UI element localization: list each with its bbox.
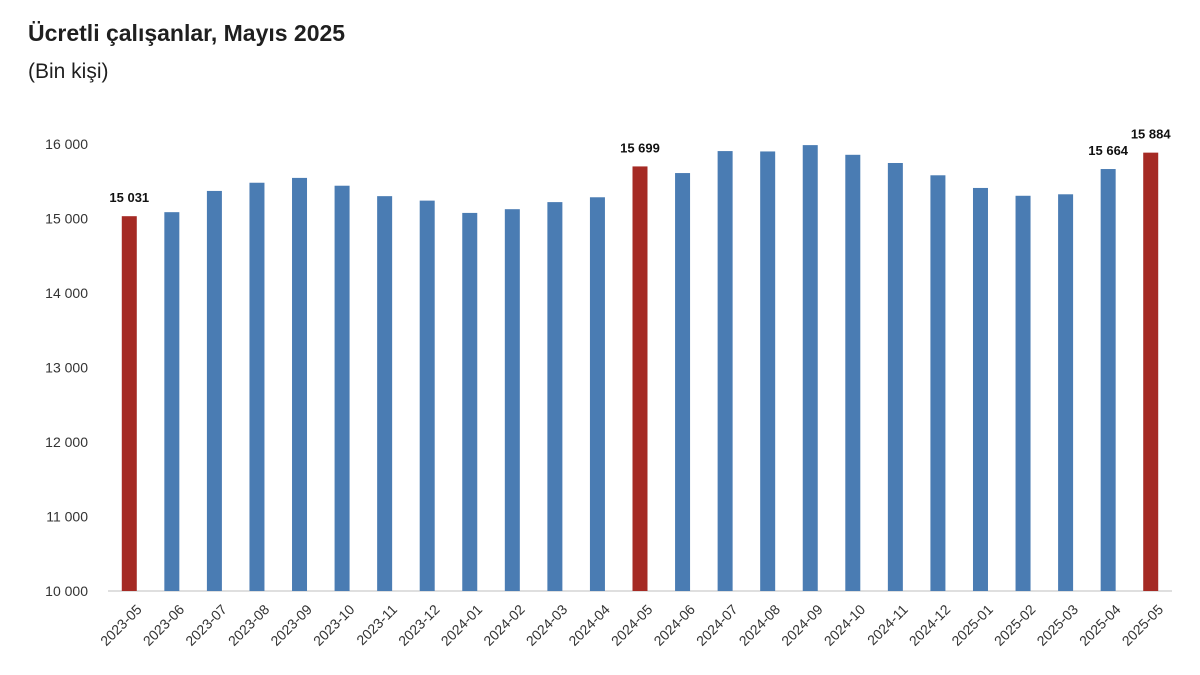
y-tick-label: 15 000 <box>45 211 88 227</box>
x-tick-label: 2023-06 <box>140 601 188 649</box>
x-tick-label: 2024-02 <box>480 601 528 649</box>
y-axis-ticks: 10 000 11 000 12 000 13 000 14 000 15 000 16 0… <box>45 136 88 599</box>
bar <box>675 173 691 591</box>
y-tick-label: 13 000 <box>45 360 88 376</box>
bar <box>845 154 861 592</box>
chart-subtitle: (Bin kişi) <box>28 60 109 83</box>
bar <box>249 182 265 592</box>
x-tick-label: 2025-03 <box>1033 601 1081 649</box>
highlighted-bar <box>632 166 648 591</box>
x-tick-label: 2024-09 <box>778 601 826 649</box>
y-tick-label: 16 000 <box>45 136 88 152</box>
bar <box>462 212 478 591</box>
x-tick-label: 2023-05 <box>97 601 145 649</box>
x-tick-label: 2024-03 <box>523 601 571 649</box>
bar <box>1100 169 1116 592</box>
bar <box>504 209 520 591</box>
x-tick-label: 2023-07 <box>182 601 230 649</box>
bar <box>1015 195 1031 591</box>
bar <box>760 151 776 591</box>
bar <box>547 202 563 592</box>
x-tick-label: 2023-10 <box>310 601 358 649</box>
bar <box>887 162 903 591</box>
x-tick-label: 2024-01 <box>438 601 486 649</box>
bar <box>206 190 222 591</box>
x-tick-label: 2023-11 <box>353 601 400 648</box>
x-tick-label: 2025-04 <box>1076 601 1124 649</box>
x-tick-label: 2024-06 <box>650 601 698 649</box>
bar <box>292 177 308 591</box>
y-tick-label: 12 000 <box>45 434 88 450</box>
x-tick-label: 2024-10 <box>821 601 869 649</box>
bar <box>334 185 350 591</box>
data-label: 15 699 <box>620 140 660 155</box>
x-tick-label: 2025-02 <box>991 601 1039 649</box>
x-tick-label: 2024-12 <box>906 601 954 649</box>
bar <box>164 212 180 592</box>
bar <box>972 187 988 591</box>
x-axis-ticks: 2023-052023-062023-072023-082023-092023-… <box>97 601 1166 649</box>
bar <box>802 145 818 591</box>
highlighted-bar <box>1143 152 1159 591</box>
data-label: 15 664 <box>1088 143 1129 158</box>
bar <box>1058 194 1074 591</box>
y-tick-label: 10 000 <box>45 583 88 599</box>
x-tick-label: 2025-01 <box>948 601 996 649</box>
data-label: 15 031 <box>109 190 149 205</box>
bar <box>589 197 605 591</box>
data-label: 15 884 <box>1131 127 1172 142</box>
bar <box>930 175 946 592</box>
bars-group <box>121 145 1159 592</box>
x-tick-label: 2024-04 <box>565 601 613 649</box>
y-tick-label: 14 000 <box>45 285 88 301</box>
bar <box>377 196 393 591</box>
chart-title: Ücretli çalışanlar, Mayıs 2025 <box>28 20 346 46</box>
highlighted-bar <box>121 216 137 592</box>
y-tick-label: 11 000 <box>46 509 88 525</box>
x-tick-label: 2023-12 <box>395 601 443 649</box>
x-tick-label: 2024-07 <box>693 601 741 649</box>
x-tick-label: 2023-09 <box>267 601 315 649</box>
bar <box>717 151 733 591</box>
bar <box>419 200 435 591</box>
x-tick-label: 2025-05 <box>1119 601 1167 649</box>
x-tick-label: 2024-05 <box>608 601 656 649</box>
x-tick-label: 2024-08 <box>736 601 784 649</box>
x-tick-label: 2023-08 <box>225 601 273 649</box>
x-tick-label: 2024-11 <box>864 601 911 648</box>
